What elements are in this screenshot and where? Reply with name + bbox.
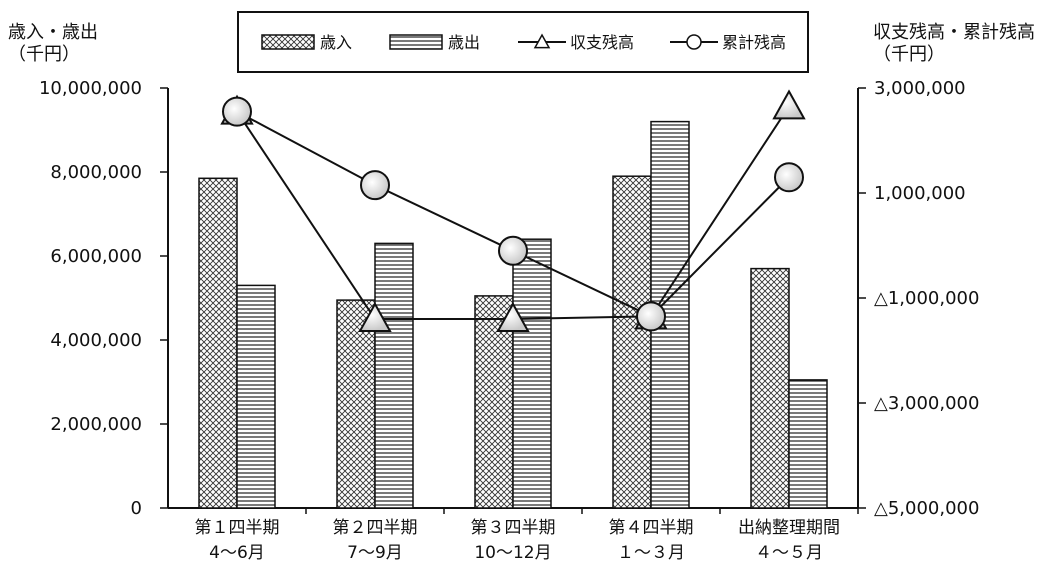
category-label: 第２四半期	[333, 518, 418, 538]
category-sublabel: １〜３月	[617, 543, 685, 563]
category-sublabel: ４〜５月	[755, 543, 823, 563]
legend-label: 歳出	[448, 33, 480, 52]
category-labels: 第１四半期 4〜6月 第２四半期 7〜9月 第３四半期 10〜12月 第４四半期 １〜３月 出納…	[195, 508, 859, 563]
category-label: 第３四半期	[471, 518, 556, 538]
right-axis-title: 収支残高・累計残高 （千円）	[873, 22, 1035, 66]
right-axis-ticks: △5,000,000 △3,000,000 △1,000,000 1,000,000 3…	[858, 78, 979, 519]
balance-marker	[772, 89, 806, 120]
right-axis-title-unit: （千円）	[873, 44, 945, 65]
bar-expenditure	[236, 284, 276, 509]
bar-expenditure	[512, 238, 552, 509]
left-axis-title-line1: 歳入・歳出	[8, 22, 98, 43]
cumulative-marker	[498, 235, 528, 266]
right-tick-label: 3,000,000	[874, 78, 966, 99]
category-label: 第４四半期	[609, 518, 694, 538]
left-tick-label: 2,000,000	[50, 414, 142, 435]
right-tick-label: △1,000,000	[874, 288, 979, 309]
legend: 歳入 歳出 収支残高 累計残高	[261, 33, 786, 52]
cumulative-marker	[774, 162, 804, 193]
left-tick-label: 0	[131, 498, 142, 519]
legend-label: 歳入	[320, 33, 352, 52]
left-tick-label: 6,000,000	[50, 246, 142, 267]
left-axis-ticks: 0 2,000,000 4,000,000 6,000,000 8,000,000 10,…	[39, 78, 168, 519]
right-axis-title-line1: 収支残高・累計残高	[873, 22, 1035, 43]
cumulative-marker	[636, 301, 666, 332]
bar-expenditure	[788, 379, 828, 509]
legend-swatch	[389, 34, 443, 50]
left-tick-label: 10,000,000	[39, 78, 142, 99]
cumulative-marker	[222, 96, 252, 127]
legend-marker	[686, 34, 702, 50]
left-tick-label: 8,000,000	[50, 162, 142, 183]
right-tick-label: △5,000,000	[874, 498, 979, 519]
balance-marker	[496, 301, 530, 332]
right-tick-label: △3,000,000	[874, 393, 979, 414]
category-sublabel: 4〜6月	[209, 543, 265, 563]
legend-label: 累計残高	[722, 33, 786, 52]
bar-revenue	[198, 177, 238, 509]
balance-marker	[358, 301, 392, 332]
left-axis-title: 歳入・歳出 （千円）	[8, 22, 98, 66]
left-tick-label: 4,000,000	[50, 330, 142, 351]
cumulative-marker	[360, 170, 390, 201]
bar-revenue	[336, 299, 376, 509]
bar-revenue	[612, 175, 652, 509]
markers	[220, 89, 806, 332]
bar-expenditure	[374, 242, 414, 509]
category-sublabel: 10〜12月	[474, 543, 551, 563]
bars	[198, 120, 828, 509]
legend-swatch	[261, 34, 315, 50]
category-sublabel: 7〜9月	[347, 543, 403, 563]
legend-marker	[533, 33, 551, 49]
right-tick-label: 1,000,000	[874, 183, 966, 204]
category-label: 出納整理期間	[738, 518, 840, 538]
legend-label: 収支残高	[570, 33, 634, 52]
bar-revenue	[750, 267, 790, 509]
category-label: 第１四半期	[195, 518, 280, 538]
left-axis-title-unit: （千円）	[8, 44, 80, 65]
